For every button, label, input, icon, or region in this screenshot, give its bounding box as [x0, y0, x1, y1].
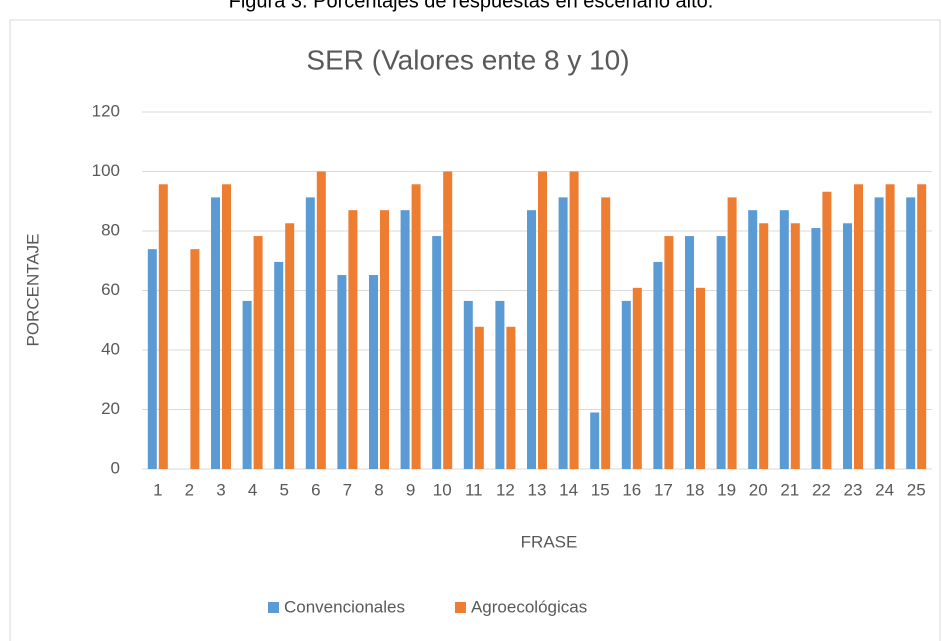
bar — [211, 197, 220, 469]
bar — [759, 223, 769, 469]
x-tick-label: 12 — [496, 480, 515, 499]
bar — [474, 326, 484, 469]
bar — [558, 197, 568, 469]
bar — [400, 210, 410, 470]
bar — [917, 184, 927, 470]
bar — [779, 210, 789, 470]
legend-swatch — [268, 602, 279, 613]
x-tick-label: 11 — [465, 480, 483, 499]
x-tick-label: 2 — [185, 480, 194, 499]
bar — [716, 236, 726, 469]
bar — [885, 184, 895, 470]
bar — [601, 197, 611, 469]
bar — [316, 171, 326, 469]
bar — [411, 184, 421, 470]
bar — [727, 197, 737, 469]
bar — [158, 184, 168, 470]
x-tick-label: 18 — [686, 480, 705, 499]
x-tick-label: 8 — [374, 480, 383, 499]
caption: Figura 3. Porcentajes de respuestas en e… — [229, 0, 714, 12]
x-tick-label: 13 — [528, 480, 547, 499]
bar — [369, 275, 378, 469]
x-axis-label: FRASE — [521, 532, 578, 551]
x-tick-label: 21 — [780, 480, 799, 499]
y-tick-label: 120 — [92, 101, 120, 120]
y-axis-label: PORCENTAJE — [23, 233, 42, 346]
bar — [305, 197, 315, 469]
bar — [337, 275, 347, 469]
bar — [632, 287, 642, 469]
bar — [569, 171, 579, 469]
bar — [527, 210, 536, 470]
x-tick-label: 5 — [279, 480, 288, 499]
y-tick-label: 0 — [111, 458, 120, 477]
y-tick-label: 20 — [101, 399, 120, 418]
bar — [874, 197, 884, 469]
bar — [348, 210, 358, 470]
x-tick-label: 3 — [216, 480, 225, 499]
bar — [432, 236, 442, 469]
x-tick-label: 1 — [153, 480, 162, 499]
bar — [242, 300, 252, 469]
bar — [380, 210, 389, 470]
bar — [538, 171, 547, 469]
bar — [463, 300, 473, 469]
bar — [664, 236, 674, 469]
bar — [147, 249, 157, 469]
y-tick-label: 100 — [92, 161, 120, 180]
x-tick-label: 9 — [406, 480, 415, 499]
legend-swatch — [454, 602, 466, 613]
x-tick-label: 10 — [433, 480, 452, 499]
bar — [621, 300, 631, 469]
legend-label: Agroecológicas — [471, 597, 587, 616]
y-tick-label: 80 — [101, 220, 120, 239]
bar — [811, 228, 821, 469]
x-tick-label: 17 — [654, 480, 673, 499]
bar — [696, 287, 705, 469]
bar — [790, 223, 800, 469]
x-tick-label: 7 — [343, 480, 352, 499]
bar — [285, 223, 295, 469]
x-tick-label: 25 — [907, 480, 926, 499]
bar — [906, 197, 916, 469]
x-tick-label: 20 — [749, 480, 768, 499]
chart-title: SER (Valores ente 8 y 10) — [306, 44, 629, 75]
x-tick-label: 24 — [875, 480, 894, 499]
x-tick-label: 14 — [559, 480, 578, 499]
bar — [748, 210, 758, 470]
bar — [253, 236, 263, 469]
bar — [653, 261, 663, 469]
bar — [685, 236, 694, 469]
bar — [843, 223, 852, 469]
x-tick-label: 22 — [812, 480, 831, 499]
x-tick-label: 23 — [844, 480, 863, 499]
bar — [190, 249, 200, 469]
x-tick-label: 16 — [622, 480, 641, 499]
legend-label: Convencionales — [284, 597, 405, 616]
bar — [590, 412, 600, 469]
x-tick-label: 6 — [311, 480, 320, 499]
bar — [495, 300, 505, 469]
bar — [443, 171, 453, 469]
x-tick-label: 15 — [591, 480, 610, 499]
y-tick-label: 40 — [101, 339, 120, 358]
bar — [822, 191, 832, 470]
bar — [506, 326, 516, 469]
y-tick-label: 60 — [101, 280, 120, 299]
bar — [222, 184, 231, 470]
bar — [854, 184, 863, 470]
x-tick-label: 4 — [248, 480, 257, 499]
bar — [274, 261, 284, 469]
x-tick-label: 19 — [717, 480, 736, 499]
